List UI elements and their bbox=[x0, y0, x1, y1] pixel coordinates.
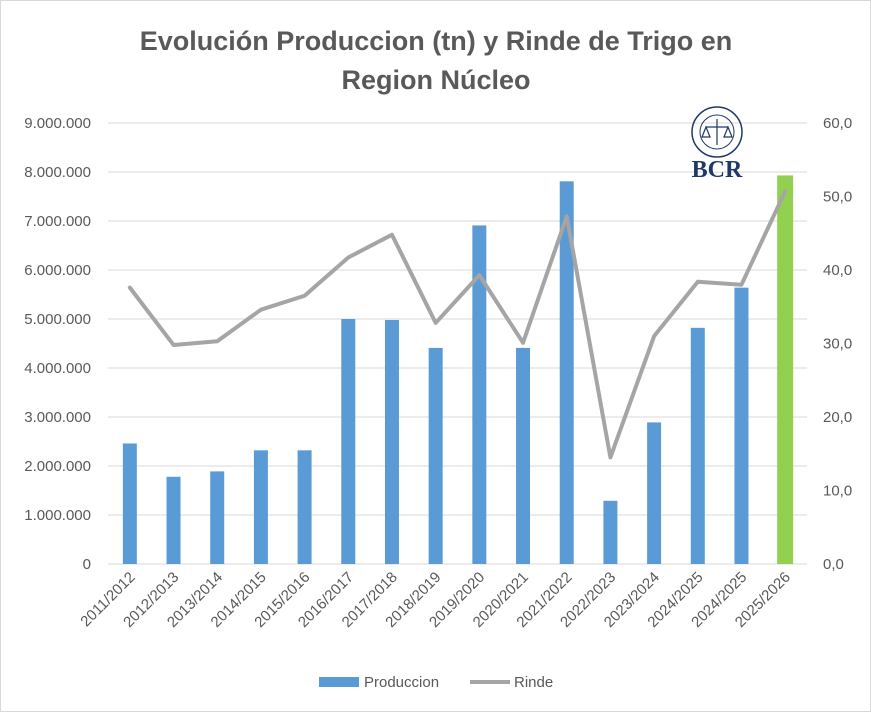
bar-produccion bbox=[341, 319, 356, 564]
y-left-tick-label: 2.000.000 bbox=[24, 458, 91, 475]
bar-produccion bbox=[297, 450, 312, 564]
legend-label-rinde: Rinde bbox=[514, 674, 553, 691]
chart-title-line-1: Evolución Produccion (tn) y Rinde de Tri… bbox=[140, 26, 733, 56]
bar-produccion bbox=[777, 175, 794, 564]
bar-produccion bbox=[428, 347, 443, 564]
logo-seal-outer bbox=[691, 106, 743, 158]
y-left-tick-label: 0 bbox=[83, 556, 91, 573]
y-right-tick-label: 30,0 bbox=[823, 336, 852, 353]
bar-produccion bbox=[690, 327, 705, 564]
y-left-tick-label: 8.000.000 bbox=[24, 164, 91, 181]
bar-produccion bbox=[210, 471, 225, 564]
scales-icon bbox=[701, 119, 733, 145]
bar-produccion bbox=[166, 476, 181, 564]
bar-produccion bbox=[647, 422, 662, 564]
legend-swatch-produccion bbox=[319, 677, 359, 687]
y-left-tick-label: 3.000.000 bbox=[24, 409, 91, 426]
bar-produccion bbox=[516, 347, 531, 564]
bar-produccion bbox=[122, 443, 137, 564]
bar-produccion bbox=[384, 319, 399, 564]
y-right-tick-label: 40,0 bbox=[823, 262, 852, 279]
logo-text: BCR bbox=[692, 157, 743, 183]
y-left-tick-label: 6.000.000 bbox=[24, 262, 91, 279]
y-left-tick-label: 5.000.000 bbox=[24, 311, 91, 328]
bar-produccion bbox=[559, 181, 574, 564]
bar-produccion bbox=[603, 500, 618, 564]
y-left-tick-label: 9.000.000 bbox=[24, 115, 91, 132]
chart-title-line-2: Region Núcleo bbox=[341, 65, 530, 95]
y-left-tick-label: 4.000.000 bbox=[24, 360, 91, 377]
bar-produccion bbox=[253, 450, 268, 564]
y-right-tick-label: 20,0 bbox=[823, 409, 852, 426]
y-left-tick-label: 1.000.000 bbox=[24, 507, 91, 524]
legend: Produccion Rinde bbox=[319, 674, 553, 691]
legend-label-produccion: Produccion bbox=[364, 674, 439, 691]
line-rinde bbox=[127, 189, 788, 460]
y-right-tick-label: 60,0 bbox=[823, 115, 852, 132]
y-right-tick-label: 0,0 bbox=[823, 556, 844, 573]
logo-seal-inner bbox=[699, 114, 735, 150]
y-right-tick-label: 10,0 bbox=[823, 483, 852, 500]
bar-produccion bbox=[472, 225, 487, 564]
bcr-logo: BCR bbox=[691, 106, 743, 183]
bar-produccion bbox=[734, 287, 749, 564]
y-right-tick-label: 50,0 bbox=[823, 189, 852, 206]
y-left-tick-label: 7.000.000 bbox=[24, 213, 91, 230]
